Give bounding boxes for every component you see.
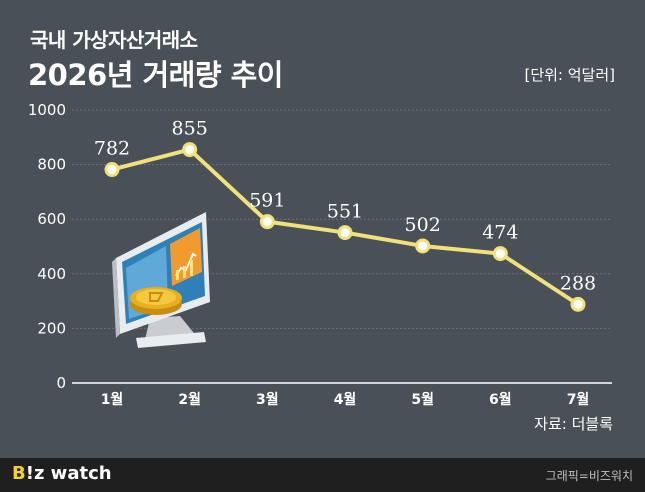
brand-text: !z watch (25, 463, 112, 484)
data-point (182, 142, 198, 158)
x-tick-label: 1월 (101, 391, 124, 408)
data-label: 551 (327, 201, 363, 223)
chart-title: 2026년 거래량 추이 (28, 58, 284, 92)
chart-subtitle: 국내 가상자산거래소 (30, 28, 198, 52)
data-label: 502 (405, 214, 441, 236)
x-tick-label: 7월 (567, 391, 590, 408)
y-tick-label: 0 (56, 374, 66, 392)
footer-bar: B!z watch 그래픽=비즈워치 (0, 458, 645, 492)
y-tick-label: 800 (37, 156, 66, 174)
data-label: 288 (560, 272, 596, 294)
computer-monitor-with-coin-icon (112, 212, 210, 348)
y-tick-label: 1000 (28, 101, 66, 119)
data-point (337, 225, 353, 241)
x-tick-label: 6월 (489, 391, 512, 408)
y-tick-label: 600 (37, 210, 66, 228)
x-tick-label: 4월 (334, 391, 357, 408)
data-label: 591 (249, 190, 285, 212)
brand-logo: B!z watch (12, 463, 112, 484)
data-point (492, 246, 508, 262)
graphic-credit: 그래픽=비즈워치 (545, 469, 633, 483)
x-tick-label: 5월 (411, 391, 434, 408)
y-tick-label: 200 (37, 319, 66, 337)
data-point (259, 214, 275, 230)
data-point (104, 162, 120, 178)
x-tick-label: 2월 (178, 391, 201, 408)
data-label: 855 (172, 118, 208, 140)
unit-label: [단위: 억달러] (524, 66, 615, 84)
source-label: 자료: 더블록 (534, 415, 613, 433)
data-label: 474 (482, 222, 518, 244)
data-point (415, 238, 431, 254)
x-tick-label: 3월 (256, 391, 279, 408)
y-tick-label: 400 (37, 265, 66, 283)
data-label: 782 (94, 138, 130, 160)
data-point (570, 296, 586, 312)
brand-accent: B (12, 463, 26, 484)
